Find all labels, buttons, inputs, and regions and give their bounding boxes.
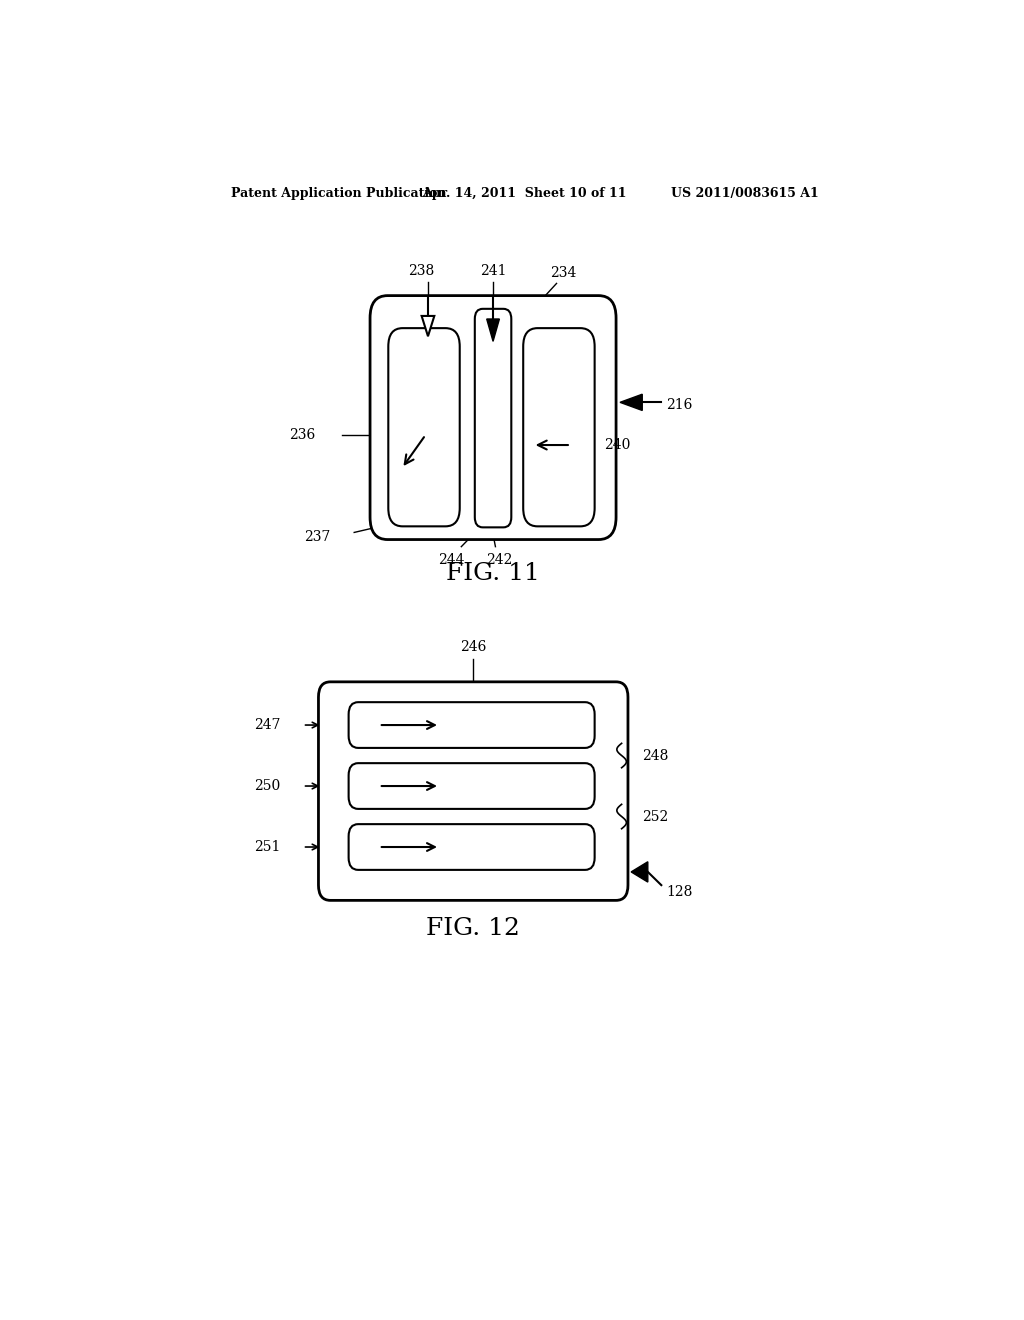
Text: 247: 247 [254, 718, 281, 733]
Text: 244: 244 [438, 553, 465, 566]
Polygon shape [620, 395, 642, 411]
Text: 234: 234 [550, 267, 577, 280]
FancyBboxPatch shape [348, 702, 595, 748]
FancyBboxPatch shape [370, 296, 616, 540]
Text: 242: 242 [486, 553, 513, 566]
Text: 238: 238 [409, 264, 435, 279]
Text: 246: 246 [460, 640, 486, 655]
Text: US 2011/0083615 A1: US 2011/0083615 A1 [671, 187, 818, 201]
FancyBboxPatch shape [348, 824, 595, 870]
Text: 128: 128 [666, 886, 692, 899]
Text: 250: 250 [254, 779, 280, 793]
Text: 241: 241 [480, 264, 506, 279]
Text: 240: 240 [604, 438, 631, 451]
Polygon shape [631, 862, 648, 882]
Text: 248: 248 [642, 748, 669, 763]
Text: 237: 237 [304, 529, 330, 544]
FancyBboxPatch shape [475, 309, 511, 528]
Polygon shape [486, 319, 500, 342]
Text: Apr. 14, 2011  Sheet 10 of 11: Apr. 14, 2011 Sheet 10 of 11 [423, 187, 627, 201]
Text: Patent Application Publication: Patent Application Publication [231, 187, 446, 201]
Text: 236: 236 [290, 428, 315, 442]
Text: 216: 216 [666, 399, 692, 412]
Text: FIG. 11: FIG. 11 [446, 561, 540, 585]
Text: 251: 251 [254, 840, 281, 854]
FancyBboxPatch shape [388, 329, 460, 527]
Polygon shape [422, 315, 434, 337]
Text: 252: 252 [642, 809, 669, 824]
Text: FIG. 12: FIG. 12 [426, 917, 520, 940]
FancyBboxPatch shape [523, 329, 595, 527]
FancyBboxPatch shape [348, 763, 595, 809]
FancyBboxPatch shape [318, 682, 628, 900]
